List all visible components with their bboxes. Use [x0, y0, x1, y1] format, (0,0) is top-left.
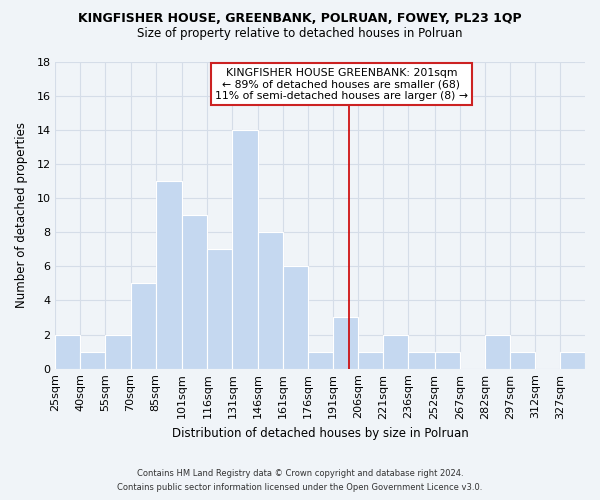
- Text: Contains HM Land Registry data © Crown copyright and database right 2024.: Contains HM Land Registry data © Crown c…: [137, 468, 463, 477]
- Bar: [332, 318, 358, 368]
- Bar: [383, 334, 408, 368]
- Text: Size of property relative to detached houses in Polruan: Size of property relative to detached ho…: [137, 28, 463, 40]
- Text: KINGFISHER HOUSE GREENBANK: 201sqm
← 89% of detached houses are smaller (68)
11%: KINGFISHER HOUSE GREENBANK: 201sqm ← 89%…: [215, 68, 468, 101]
- Bar: [80, 352, 106, 368]
- Text: KINGFISHER HOUSE, GREENBANK, POLRUAN, FOWEY, PL23 1QP: KINGFISHER HOUSE, GREENBANK, POLRUAN, FO…: [78, 12, 522, 26]
- Bar: [283, 266, 308, 368]
- Bar: [257, 232, 283, 368]
- Bar: [308, 352, 332, 368]
- Bar: [434, 352, 460, 368]
- Y-axis label: Number of detached properties: Number of detached properties: [15, 122, 28, 308]
- Bar: [485, 334, 510, 368]
- Bar: [106, 334, 131, 368]
- X-axis label: Distribution of detached houses by size in Polruan: Distribution of detached houses by size …: [172, 427, 469, 440]
- Bar: [560, 352, 585, 368]
- Bar: [55, 334, 80, 368]
- Bar: [182, 215, 208, 368]
- Bar: [408, 352, 434, 368]
- Text: Contains public sector information licensed under the Open Government Licence v3: Contains public sector information licen…: [118, 484, 482, 492]
- Bar: [208, 249, 232, 368]
- Bar: [131, 284, 155, 368]
- Bar: [358, 352, 383, 368]
- Bar: [510, 352, 535, 368]
- Bar: [232, 130, 257, 368]
- Bar: [155, 181, 182, 368]
